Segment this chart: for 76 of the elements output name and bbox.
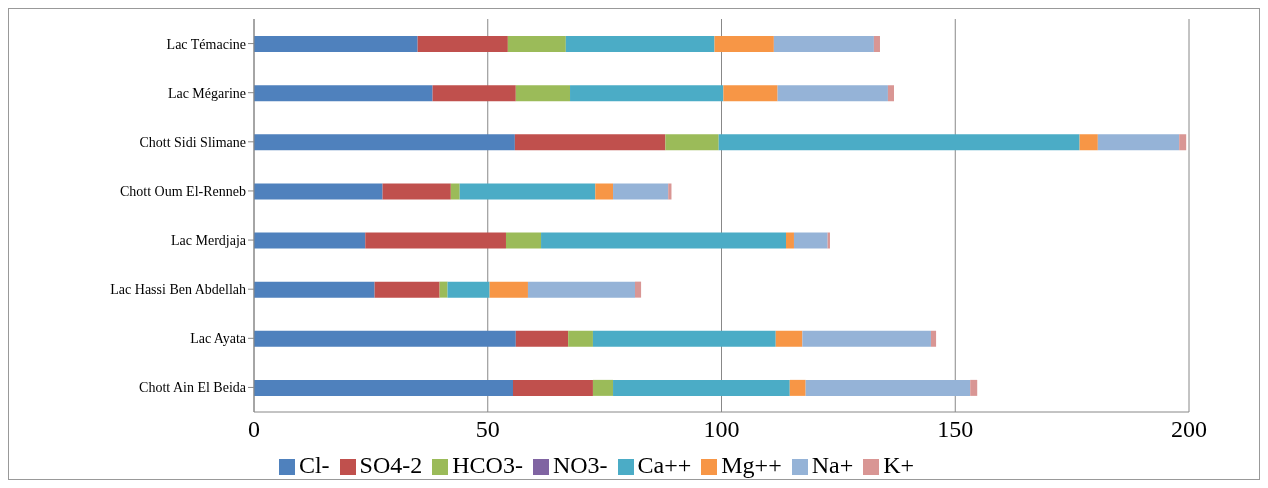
bar [541, 232, 787, 249]
bar [777, 85, 888, 102]
bar [1079, 134, 1098, 151]
bar [802, 330, 931, 347]
bar [775, 330, 803, 347]
bar [592, 330, 776, 347]
bar [365, 232, 506, 249]
bar [254, 330, 516, 347]
bar [793, 232, 828, 249]
bar [374, 281, 440, 298]
legend-label: Na+ [811, 452, 854, 478]
bar [417, 36, 508, 52]
y-tick-label: Lac Témacine [166, 36, 246, 52]
legend-label: Ca++ [637, 452, 692, 478]
bar [887, 85, 895, 102]
y-tick-label: Lac Merdjaja [170, 233, 247, 249]
bar [515, 85, 571, 102]
bar [489, 281, 528, 298]
y-tick-label: Chott Oum El-Renneb [120, 183, 246, 199]
bar [565, 36, 715, 52]
bar [930, 330, 937, 347]
bar [665, 134, 719, 151]
bar [432, 85, 516, 102]
bar [1097, 134, 1180, 151]
bar [507, 36, 566, 52]
bar [570, 85, 724, 102]
bar [970, 379, 978, 396]
y-tick-label: Chott Ain El Beida [139, 380, 247, 396]
bar [254, 134, 515, 151]
bar [254, 85, 433, 102]
bar [254, 281, 375, 298]
bar [513, 379, 593, 396]
bar [714, 36, 774, 52]
bar [447, 281, 490, 298]
bar [873, 36, 880, 52]
bar [527, 281, 636, 298]
bar [514, 134, 666, 151]
y-tick-label: Chott Sidi Slimane [139, 134, 246, 150]
bar [613, 183, 669, 200]
y-tick-label: Lac Hassi Ben Abdellah [110, 282, 246, 298]
bar [382, 183, 451, 200]
x-tick-label: 0 [248, 416, 260, 443]
bar [635, 281, 642, 298]
bar [786, 232, 794, 249]
bar [595, 183, 614, 200]
bar [613, 379, 790, 396]
bar [789, 379, 806, 396]
bar [439, 281, 448, 298]
legend-label: SO4-2 [359, 452, 423, 478]
bar [718, 134, 1080, 151]
bar [805, 379, 971, 396]
bar [568, 330, 593, 347]
legend-label: Mg++ [721, 452, 782, 478]
legend-label: HCO3- [452, 452, 523, 478]
bar [1179, 134, 1187, 151]
legend-label: NO3- [552, 452, 608, 478]
x-tick-label: 50 [475, 416, 500, 443]
y-tick-label: Lac Ayata [190, 331, 247, 347]
bar [254, 232, 366, 249]
bar [254, 36, 418, 52]
bar [254, 183, 383, 200]
bar [668, 183, 672, 200]
bar [459, 183, 596, 200]
x-tick-label: 100 [703, 416, 740, 443]
x-tick-label: 150 [937, 416, 974, 443]
x-tick-label: 200 [1171, 416, 1207, 443]
y-tick-label: Lac Mégarine [167, 85, 246, 101]
legend-label: K+ [883, 452, 915, 478]
bar [592, 379, 614, 396]
bar [773, 36, 874, 52]
bar [723, 85, 778, 102]
bar [254, 379, 513, 396]
bar [515, 330, 569, 347]
legend-label: Cl- [298, 452, 330, 478]
bar [450, 183, 460, 200]
bar [505, 232, 542, 249]
